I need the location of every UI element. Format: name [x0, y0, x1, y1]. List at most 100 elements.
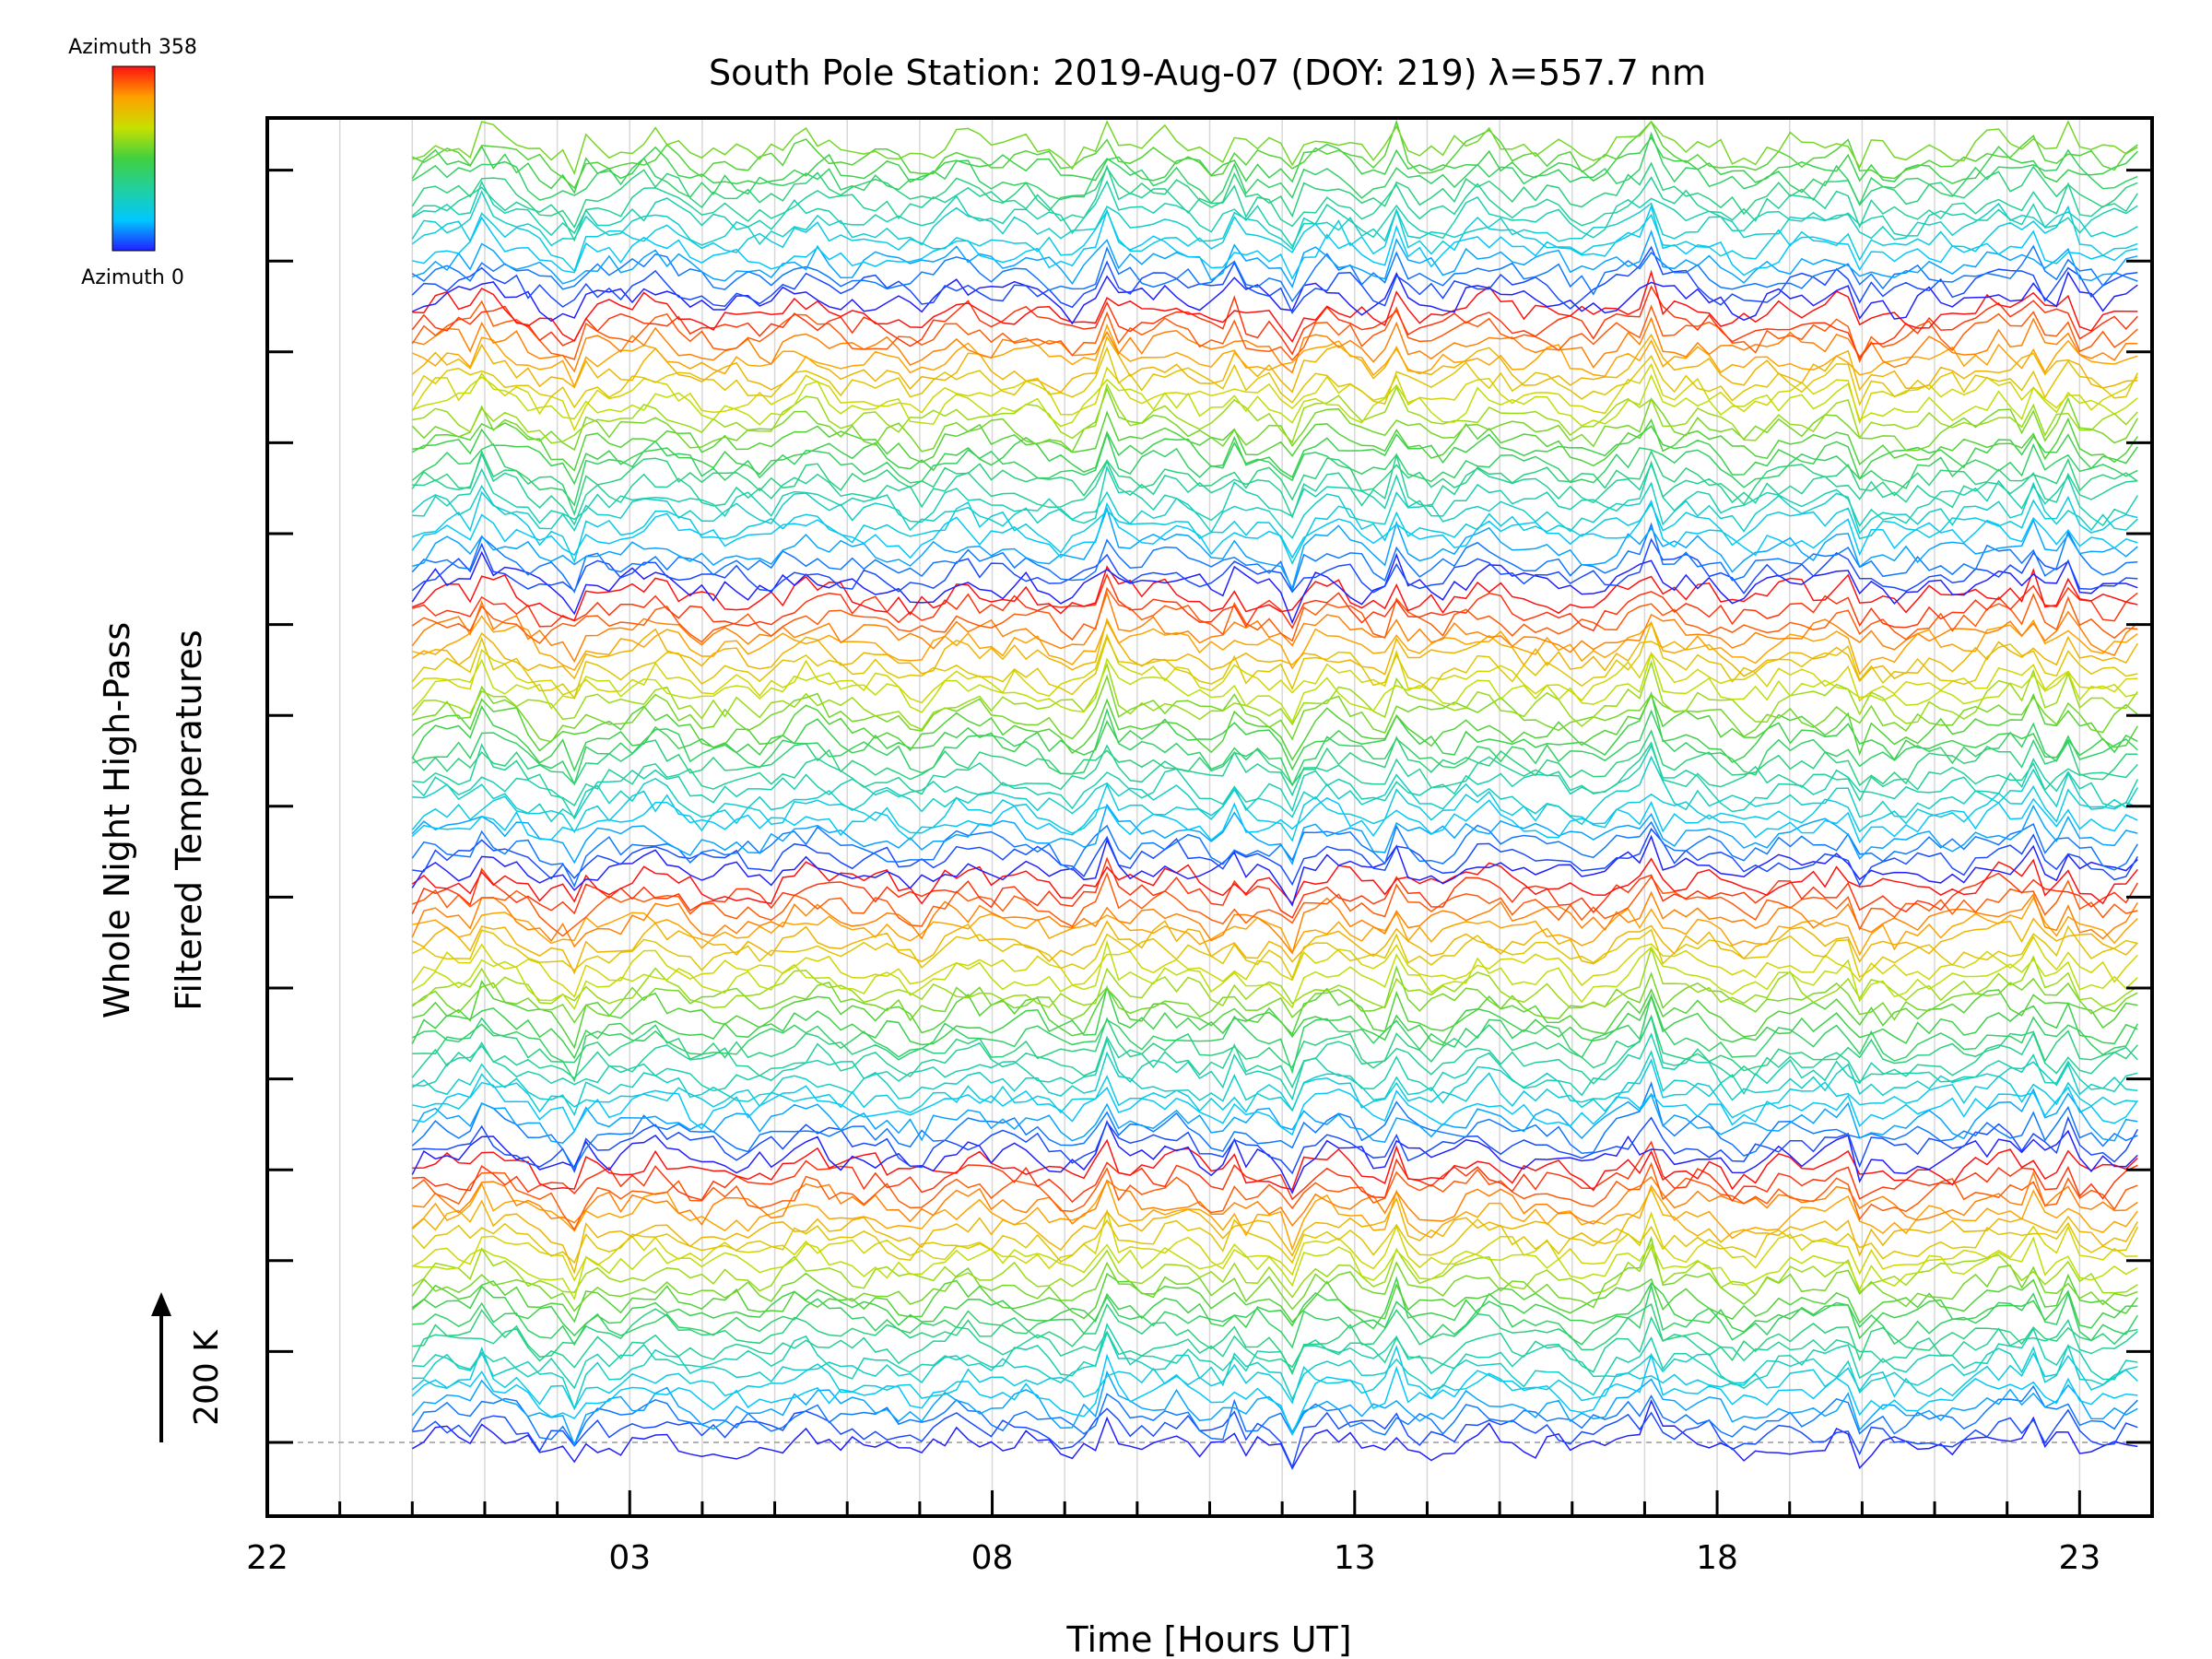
series-line: [411, 993, 2138, 1083]
series-line: [411, 964, 2138, 1024]
series-line: [412, 410, 2138, 472]
series-line: [411, 119, 2138, 190]
series-line: [412, 506, 2138, 591]
series-line: [412, 617, 2138, 683]
x-tick-label: 03: [608, 1539, 651, 1577]
series-line: [412, 1302, 2138, 1376]
series-line: [412, 707, 2138, 787]
series-line: [411, 1384, 2138, 1447]
series-line: [411, 615, 2138, 676]
series-line: [412, 1407, 2138, 1470]
series-line: [412, 1138, 2138, 1192]
series-line: [412, 980, 2138, 1050]
series-line: [411, 586, 2138, 644]
series-line: [412, 382, 2138, 444]
series-line: [411, 1015, 2138, 1089]
series-line: [411, 796, 2138, 844]
series-line: [412, 871, 2138, 937]
x-tick-label: 08: [971, 1539, 1014, 1577]
series-line: [411, 590, 2138, 664]
series-line: [411, 1398, 2138, 1470]
series-line: [411, 1315, 2138, 1373]
series-line: [412, 1330, 2138, 1411]
series-line: [412, 460, 2138, 527]
series-line: [411, 620, 2138, 700]
series-line: [411, 856, 2138, 919]
series-line: [411, 537, 2138, 594]
x-tick-label: 22: [246, 1539, 288, 1577]
series-line: [412, 490, 2138, 565]
series-line: [411, 1272, 2138, 1324]
series-line: [411, 632, 2138, 704]
series-line: [411, 362, 2138, 432]
series-line: [411, 285, 2138, 360]
series-line: [411, 660, 2138, 731]
series-line: [411, 744, 2138, 820]
series-line: [411, 346, 2138, 409]
series-line: [411, 1235, 2138, 1312]
scale-arrow-head: [151, 1292, 171, 1316]
series-line: [411, 729, 2138, 787]
series-line: [411, 834, 2138, 907]
colorbar-bottom-label: Azimuth 0: [81, 266, 184, 289]
series-line: [412, 269, 2138, 344]
series-line: [411, 522, 2138, 594]
series-line: [411, 857, 2138, 905]
series-line: [411, 651, 2138, 724]
y-axis-label-line2: Filtered Temperatures: [169, 629, 209, 1010]
series-line: [412, 1140, 2138, 1204]
axis-ticks: [267, 169, 2152, 1516]
chart-title: South Pole Station: 2019-Aug-07 (DOY: 21…: [709, 53, 1706, 93]
series-line: [412, 371, 2138, 428]
series-line: [411, 1276, 2138, 1340]
series-line: [411, 890, 2138, 955]
series-line: [412, 120, 2138, 176]
series-line: [411, 939, 2138, 1010]
series-line: [412, 1081, 2138, 1136]
colorbar-top-label: Azimuth 358: [68, 36, 197, 59]
series-line: [411, 692, 2138, 761]
series-line: [411, 180, 2138, 248]
series-line: [411, 386, 2138, 453]
series-line: [411, 431, 2138, 507]
series-line: [412, 229, 2138, 288]
x-axis-label: Time [Hours UT]: [1065, 1619, 1351, 1659]
series-line: [411, 131, 2138, 206]
series-line: [412, 452, 2138, 526]
series-line: [411, 300, 2138, 364]
series-line: [412, 1236, 2138, 1301]
series-line: [411, 803, 2138, 866]
series-line: [411, 782, 2138, 842]
series-line: [411, 1345, 2138, 1410]
series-line: [411, 1187, 2138, 1275]
series-line: [412, 674, 2138, 743]
series-line: [411, 1120, 2138, 1194]
series-line: [411, 1080, 2138, 1171]
series-line: [412, 316, 2138, 374]
series-line: [411, 1208, 2138, 1282]
series-lines: [411, 119, 2138, 1470]
series-line: [412, 1014, 2138, 1072]
plot-frame: [265, 116, 2154, 1518]
series-line: [412, 896, 2138, 957]
series-line: [411, 984, 2138, 1060]
series-line: [411, 946, 2138, 1009]
series-line: [411, 1161, 2138, 1231]
series-line: [411, 205, 2138, 273]
series-line: [411, 550, 2138, 625]
scale-bar-label: 200 K: [188, 1329, 226, 1426]
series-line: [411, 333, 2138, 394]
series-line: [411, 1050, 2138, 1117]
series-line: [411, 1088, 2138, 1145]
y-axis-label-line1: Whole Night High-Pass: [97, 622, 137, 1018]
series-line: [412, 755, 2138, 826]
series-line: [412, 1032, 2138, 1101]
series-line: [411, 935, 2138, 998]
series-line: [411, 1179, 2138, 1252]
series-line: [411, 924, 2138, 981]
series-line: [411, 1352, 2138, 1436]
series-line: [412, 565, 2138, 621]
series-line: [412, 1058, 2138, 1119]
series-line: [412, 204, 2138, 280]
